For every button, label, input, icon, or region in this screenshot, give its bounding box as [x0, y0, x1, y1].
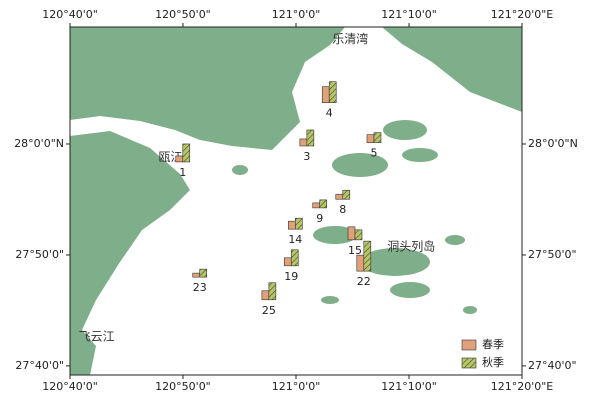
station-bar [268, 282, 277, 301]
station-bar [295, 217, 303, 230]
station-bar [363, 240, 372, 272]
station-label: 15 [348, 244, 362, 257]
y-tick-label: 28°0'0"N [14, 137, 64, 150]
place-name: 飞云江 [79, 330, 115, 344]
station-bar [347, 226, 356, 241]
x-tick-label: 121°20'0"E [491, 8, 554, 21]
station-label: 25 [262, 304, 276, 317]
station-label: 14 [288, 233, 302, 246]
y-tick-label: 27°40'0" [528, 359, 577, 372]
station-bar [199, 268, 208, 278]
place-name: 乐清湾 [332, 31, 368, 46]
station-bar [328, 81, 337, 103]
station-bar [306, 129, 315, 147]
y-tick-label: 27°40'0" [15, 359, 64, 372]
station-label: 19 [284, 270, 298, 283]
station-bar [356, 254, 365, 272]
station-label: 4 [326, 107, 333, 120]
station-bar [354, 229, 363, 241]
x-tick-label: 120°40'0" [42, 8, 98, 21]
station-bar [319, 199, 328, 209]
station-bar [373, 132, 382, 143]
station-bar [288, 220, 296, 230]
station-bar [321, 86, 330, 103]
y-tick-label: 27°50'0" [15, 248, 64, 261]
x-tick-label: 120°50'0" [155, 8, 211, 21]
station-label: 23 [193, 281, 207, 294]
x-tick-label: 120°50'0" [155, 380, 211, 393]
x-tick-label: 121°0'0" [272, 380, 321, 393]
station-bar [366, 134, 375, 143]
x-tick-label: 121°0'0" [272, 8, 321, 21]
station-label: 8 [339, 203, 346, 216]
legend-swatch [461, 339, 477, 351]
station-bar [182, 143, 191, 163]
station-bar [175, 155, 184, 163]
legend-label: 秋季 [482, 355, 504, 369]
station-label: 1 [179, 166, 186, 179]
place-name: 洞头列岛 [387, 239, 435, 254]
x-tick-label: 121°10'0" [381, 380, 437, 393]
station-bar [283, 257, 292, 267]
station-label: 9 [316, 212, 323, 225]
station-label: 22 [357, 275, 371, 288]
x-tick-label: 121°10'0" [381, 8, 437, 21]
station-bar [261, 290, 270, 301]
legend-label: 春季 [482, 338, 504, 351]
station-bar [335, 193, 344, 200]
legend-swatch [461, 357, 477, 369]
x-tick-label: 120°40'0" [42, 380, 98, 393]
y-tick-label: 28°0'0"N [528, 137, 578, 150]
station-bar [290, 249, 299, 267]
station-bar [342, 189, 351, 200]
y-tick-label: 27°50'0" [528, 248, 577, 261]
station-label: 5 [370, 147, 377, 160]
station-bar [299, 138, 308, 147]
station-bar [312, 202, 321, 209]
station-label: 3 [303, 150, 310, 163]
station-bar [192, 272, 201, 278]
land [70, 27, 522, 375]
x-tick-label: 121°20'0"E [491, 380, 554, 393]
